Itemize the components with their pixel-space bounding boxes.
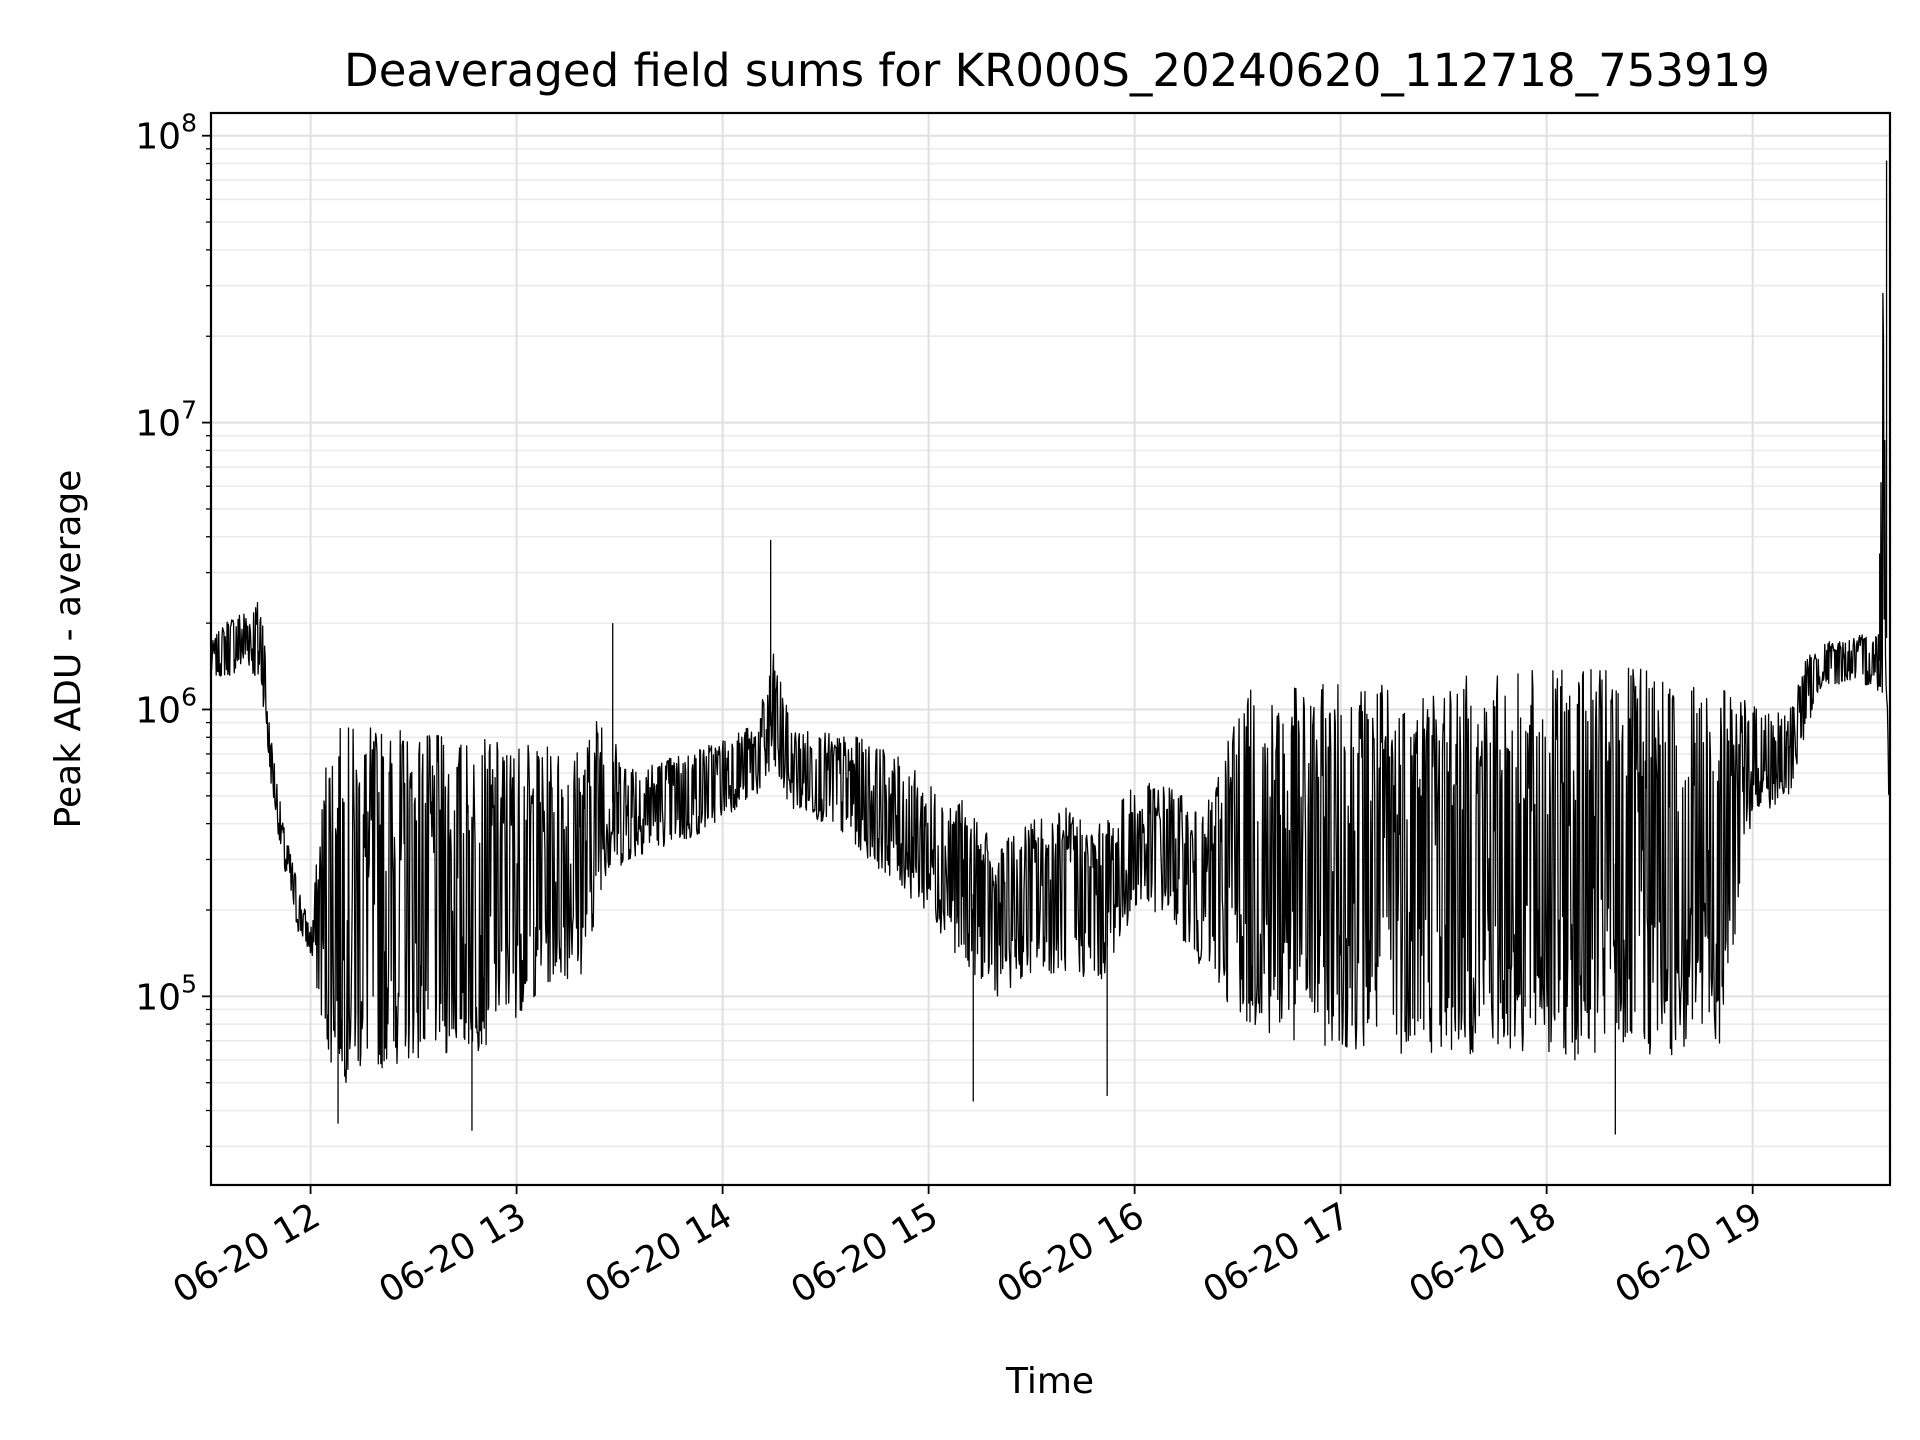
series-line [210, 292, 1891, 1083]
y-axis: 105 106 107 108 [135, 109, 211, 1148]
x-axis-label: Time [1005, 1361, 1094, 1402]
y-tick-label: 106 [135, 682, 197, 731]
y-tick-label: 105 [135, 969, 197, 1018]
y-tick-label: 107 [135, 396, 197, 445]
plot-area-frame [209, 111, 1892, 1187]
y-axis-label: Peak ADU - average [48, 470, 89, 829]
y-tick-label: 108 [135, 109, 197, 158]
chart-title: Deaveraged field sums for KR000S_2024062… [344, 44, 1770, 97]
data-layer [210, 160, 1891, 1135]
